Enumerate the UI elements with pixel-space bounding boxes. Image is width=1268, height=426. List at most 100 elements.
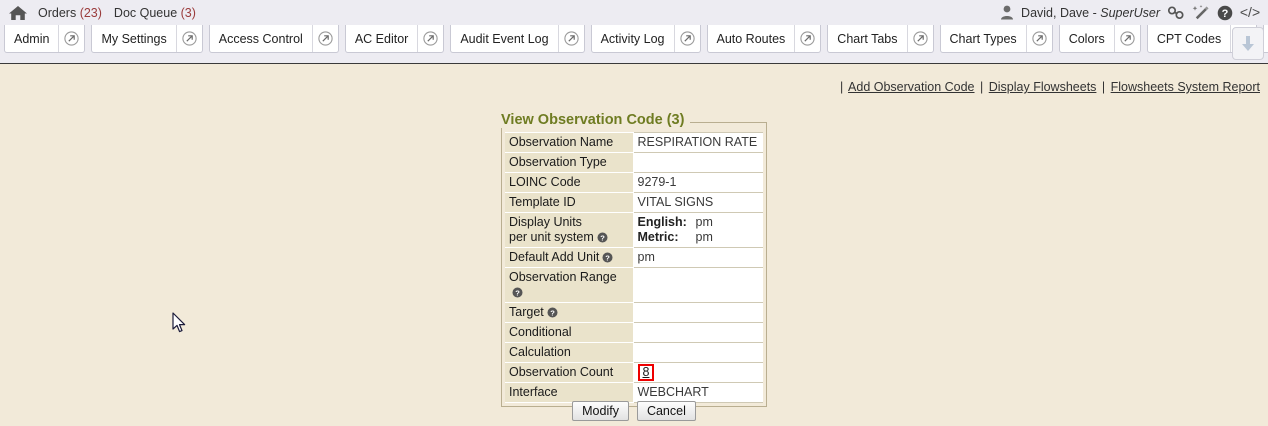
panel-border-box: Observation Name RESPIRATION RATE Observat…	[501, 122, 767, 407]
svg-text:</>: </>	[1240, 5, 1260, 20]
row-value: VITAL SIGNS	[633, 192, 763, 213]
row-label: Template ID	[505, 192, 634, 213]
row-value: 8	[633, 362, 763, 383]
tab-audit-event-log[interactable]: Audit Event Log	[450, 25, 585, 53]
row-label-line1: Display Units	[509, 215, 582, 229]
svg-text:?: ?	[1222, 8, 1229, 20]
main-tab-strip: Admin My Settings Access Control AC Editor A…	[0, 25, 1268, 64]
table-row: Observation Type	[505, 152, 763, 173]
tab-popout-icon[interactable]	[794, 25, 820, 52]
tab-access-control[interactable]: Access Control	[208, 25, 339, 53]
tab-activity-log[interactable]: Activity Log	[590, 25, 701, 53]
tab-label: Audit Event Log	[460, 31, 549, 46]
row-value: WEBCHART	[633, 382, 763, 403]
row-label: Observation Count	[505, 362, 634, 383]
tab-label: AC Editor	[354, 31, 409, 46]
link-chain-icon[interactable]	[1167, 5, 1185, 20]
tab-overflow-button[interactable]	[1232, 27, 1264, 60]
tab-my-settings[interactable]: My Settings	[91, 25, 203, 53]
add-observation-code-link[interactable]: Add Observation Code	[848, 80, 975, 94]
tab-chart-tabs[interactable]: Chart Tabs	[827, 25, 934, 53]
row-value-text: VITAL SIGNS	[637, 195, 714, 209]
row-value-text: RESPIRATION RATE	[637, 135, 758, 149]
row-value: 9279-1	[633, 172, 763, 193]
action-links-sep-2: |	[1101, 80, 1106, 94]
row-label-text: Calculation	[509, 345, 571, 359]
tab-popout-icon[interactable]	[1113, 25, 1140, 52]
row-label: LOINC Code	[505, 172, 634, 193]
table-row: Template ID VITAL SIGNS	[505, 192, 763, 213]
help-icon: ?	[512, 287, 523, 298]
unit-system-label: English:	[637, 215, 687, 229]
user-avatar-icon	[1000, 5, 1014, 20]
header-link-orders-label: Orders	[38, 5, 77, 20]
table-row: Display Units per unit system? English: pm M…	[505, 212, 763, 248]
tab-chart-types[interactable]: Chart Types	[939, 25, 1053, 53]
unit-system-label: Metric:	[637, 230, 679, 244]
observation-code-table: Observation Name RESPIRATION RATE Observat…	[505, 132, 763, 403]
table-row: Interface WEBCHART	[505, 382, 763, 403]
user-name-text: David, Dave -	[1021, 5, 1101, 20]
row-label: Calculation	[505, 342, 634, 363]
row-value: RESPIRATION RATE	[633, 132, 763, 153]
code-brackets-icon[interactable]: </>	[1240, 5, 1260, 20]
table-row: LOINC Code 9279-1	[505, 172, 763, 193]
tab-ac-editor[interactable]: AC Editor	[344, 25, 445, 53]
tab-popout-icon[interactable]	[175, 25, 202, 52]
cancel-button[interactable]: Cancel	[636, 401, 696, 421]
row-label-text: Template ID	[509, 195, 576, 209]
row-label-text: Default Add Unit	[509, 250, 600, 264]
row-label-text: LOINC Code	[509, 175, 581, 189]
row-label: Observation Name	[505, 132, 634, 153]
row-value	[633, 152, 763, 173]
unit-value: pm	[695, 230, 713, 244]
svg-text:?: ?	[600, 233, 605, 242]
table-row: Default Add Unit? pm	[505, 247, 763, 268]
tab-auto-routes[interactable]: Auto Routes	[706, 25, 822, 53]
tab-popout-icon[interactable]	[906, 25, 933, 52]
row-value	[633, 267, 763, 303]
row-label: Default Add Unit?	[505, 247, 634, 268]
tab-popout-icon[interactable]	[417, 25, 443, 52]
header-link-orders[interactable]: Orders (23)	[38, 6, 102, 20]
unit-row: English: pm	[638, 215, 760, 230]
tab-label: Colors	[1068, 31, 1105, 46]
tab-popout-icon[interactable]	[311, 25, 338, 52]
flowsheets-system-report-link[interactable]: Flowsheets System Report	[1110, 80, 1260, 94]
mouse-cursor	[172, 312, 187, 337]
row-label-text: Observation Name	[509, 135, 614, 149]
tab-admin[interactable]: Admin	[4, 25, 86, 53]
header-right-group: David, Dave - SuperUser ?	[1000, 0, 1260, 25]
table-row: Conditional	[505, 322, 763, 343]
tab-popout-icon[interactable]	[557, 25, 584, 52]
modify-button[interactable]: Modify	[572, 401, 629, 421]
observation-count-link[interactable]: 8	[642, 365, 650, 379]
tab-popout-icon[interactable]	[58, 25, 84, 52]
table-row: Observation Count 8	[505, 362, 763, 383]
display-flowsheets-link[interactable]: Display Flowsheets	[988, 80, 1097, 94]
row-value	[633, 342, 763, 363]
tab-colors[interactable]: Colors	[1058, 25, 1141, 53]
help-circle-icon[interactable]: ?	[1217, 5, 1233, 21]
top-header-bar: Orders (23) Doc Queue (3) David, Dave - …	[0, 0, 1268, 25]
header-link-doc-queue[interactable]: Doc Queue (3)	[114, 6, 196, 20]
row-value	[633, 302, 763, 323]
magic-wand-icon[interactable]	[1192, 4, 1210, 21]
table-row: Calculation	[505, 342, 763, 363]
header-link-orders-count: (23)	[79, 5, 102, 20]
home-icon[interactable]	[8, 5, 28, 21]
tab-popout-icon[interactable]	[673, 25, 700, 52]
row-label: Observation Range?	[505, 267, 634, 303]
row-value: English: pm Metric: pm	[633, 212, 763, 248]
row-label: Display Units per unit system?	[505, 212, 634, 248]
header-link-doc-queue-label: Doc Queue	[113, 5, 178, 20]
table-row: Observation Name RESPIRATION RATE	[505, 132, 763, 153]
panel-title: View Observation Code (3)	[501, 112, 691, 128]
tab-label: Access Control	[218, 31, 303, 46]
action-links-leading-sep: |	[840, 80, 844, 94]
row-value-text: pm	[637, 250, 655, 264]
table-row: Observation Range?	[505, 267, 763, 303]
row-label-text: Interface	[509, 385, 558, 399]
tab-popout-icon[interactable]	[1025, 25, 1052, 52]
row-value-text: 9279-1	[637, 175, 677, 189]
